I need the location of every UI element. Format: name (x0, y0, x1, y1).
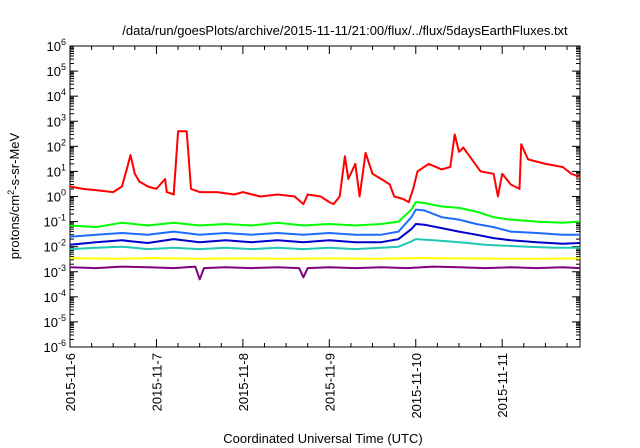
y-tick-base: 10 (44, 240, 58, 255)
x-axis: 2015-11-6 2015-11-7 2015-11-8 2015-11-9 2015… (63, 46, 568, 419)
y-tick-exponent: 3 (61, 112, 66, 122)
y-tick-label: 100 (47, 188, 66, 205)
y-tick-exponent: 2 (61, 137, 66, 147)
chart-title: /data/run/goesPlots/archive/2015-11-11/2… (122, 23, 568, 38)
y-tick-label: 106 (47, 37, 66, 54)
series-line-4 (69, 223, 581, 246)
y-tick-base: 10 (47, 64, 61, 79)
y-axis-label-rest: -s-sr-MeV (7, 132, 22, 189)
y-tick-label: 10-5 (44, 313, 66, 330)
series-line-7 (69, 265, 581, 281)
y-tick-exponent: -4 (58, 288, 66, 298)
y-axis: 10-610-510-410-310-210-11001011021031041… (44, 37, 580, 355)
y-tick-base: 10 (47, 139, 61, 154)
y-tick-base: 10 (44, 315, 58, 330)
y-tick-label: 10-6 (44, 338, 66, 355)
x-tick-label: 2015-11-9 (322, 353, 337, 411)
y-tick-base: 10 (47, 190, 61, 205)
x-axis-label: Coordinated Universal Time (UTC) (223, 431, 422, 446)
plot-border (69, 45, 581, 348)
x-tick-label: 2015-11-8 (236, 353, 251, 411)
y-axis-label-base: protons/cm (7, 195, 22, 259)
x-tick-label: 2015-11-6 (63, 353, 78, 411)
y-tick-label: 103 (47, 112, 66, 129)
y-tick-label: 10-4 (44, 288, 66, 305)
series-line-2 (69, 201, 581, 229)
y-tick-label: 105 (47, 62, 66, 79)
y-tick-exponent: -2 (58, 238, 66, 248)
y-tick-base: 10 (44, 290, 58, 305)
y-axis-label: protons/cm2-s-sr-MeV (6, 132, 22, 259)
y-tick-exponent: 1 (61, 162, 66, 172)
y-tick-exponent: -1 (58, 213, 66, 223)
plot-frame (69, 45, 581, 348)
y-tick-exponent: 0 (61, 188, 66, 198)
y-tick-label: 101 (47, 162, 66, 179)
series-line-1 (69, 130, 581, 206)
x-tick-label: 2015-11-11 (495, 353, 510, 418)
y-tick-base: 10 (47, 114, 61, 129)
y-tick-exponent: -5 (58, 313, 66, 323)
series-line-6 (69, 257, 581, 260)
y-tick-exponent: 4 (61, 87, 66, 97)
y-tick-base: 10 (44, 215, 58, 230)
y-tick-exponent: -6 (58, 338, 66, 348)
series-line-3 (69, 208, 580, 238)
y-tick-base: 10 (47, 164, 61, 179)
y-tick-base: 10 (47, 39, 61, 54)
y-tick-base: 10 (47, 89, 61, 104)
y-tick-exponent: -3 (58, 263, 66, 273)
y-tick-base: 10 (44, 265, 58, 280)
series-line-5 (69, 238, 580, 251)
y-tick-base: 10 (44, 340, 58, 355)
y-tick-label: 10-2 (44, 238, 66, 255)
y-tick-label: 104 (47, 87, 66, 104)
x-tick-label: 2015-11-10 (409, 353, 424, 419)
y-tick-exponent: 6 (61, 37, 66, 47)
y-tick-label: 102 (47, 137, 66, 154)
y-tick-label: 10-3 (44, 263, 66, 280)
y-tick-exponent: 5 (61, 62, 66, 72)
series-layer (69, 130, 581, 281)
y-axis-label-sup: 2 (6, 190, 16, 195)
x-tick-label: 2015-11-7 (149, 353, 164, 411)
y-tick-label: 10-1 (44, 213, 66, 230)
